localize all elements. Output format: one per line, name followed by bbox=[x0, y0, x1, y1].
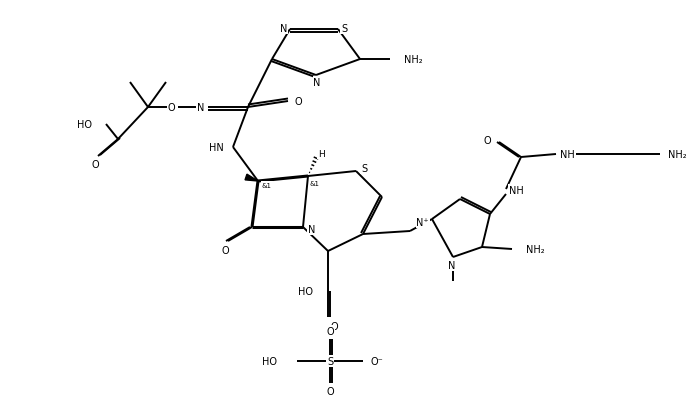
Text: O: O bbox=[331, 321, 339, 331]
Text: N⁺: N⁺ bbox=[416, 218, 429, 227]
Text: O: O bbox=[167, 103, 175, 113]
Text: S: S bbox=[361, 164, 367, 173]
Text: H: H bbox=[318, 150, 325, 159]
Text: NH₂: NH₂ bbox=[404, 55, 423, 65]
Text: NH₂: NH₂ bbox=[526, 245, 545, 254]
Text: O: O bbox=[484, 136, 491, 146]
Text: O: O bbox=[91, 160, 99, 170]
Text: O: O bbox=[221, 245, 229, 255]
Text: S: S bbox=[327, 356, 333, 366]
Text: N: N bbox=[448, 261, 456, 270]
Text: &1: &1 bbox=[310, 180, 320, 187]
Text: O⁻: O⁻ bbox=[371, 356, 384, 366]
Text: O: O bbox=[326, 386, 334, 396]
Text: N: N bbox=[308, 225, 315, 234]
Text: N: N bbox=[280, 24, 287, 34]
Text: O: O bbox=[295, 97, 303, 107]
Text: NH: NH bbox=[509, 186, 524, 196]
Polygon shape bbox=[245, 175, 258, 182]
Text: HN: HN bbox=[210, 143, 224, 153]
Text: O: O bbox=[326, 326, 334, 336]
Text: HO: HO bbox=[262, 356, 277, 366]
Text: NH₂: NH₂ bbox=[668, 150, 686, 160]
Text: HO: HO bbox=[298, 286, 313, 296]
Text: N: N bbox=[196, 103, 204, 113]
Text: NH: NH bbox=[560, 150, 575, 160]
Text: S: S bbox=[341, 24, 347, 34]
Text: &1: &1 bbox=[262, 182, 272, 189]
Text: HO: HO bbox=[77, 120, 92, 130]
Text: N: N bbox=[313, 78, 321, 88]
